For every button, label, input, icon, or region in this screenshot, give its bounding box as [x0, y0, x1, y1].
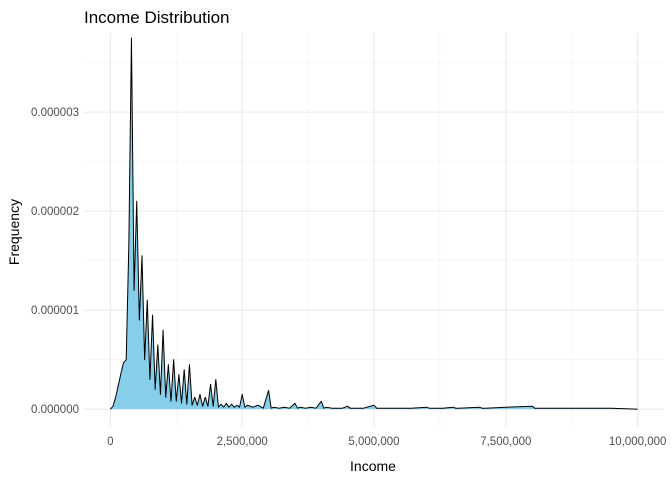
y-tick-label: 0.000002	[31, 206, 79, 218]
x-axis-ticks: 0 2,500,000 5,000,000 7,500,000 10,000,000	[107, 436, 666, 448]
x-tick-label: 5,000,000	[348, 436, 399, 448]
series	[109, 37, 638, 410]
density-area	[110, 37, 638, 410]
y-tick-label: 0.000001	[31, 305, 79, 317]
y-tick-label: 0.000000	[31, 404, 79, 416]
chart-title: Income Distribution	[84, 8, 230, 27]
y-tick-label: 0.000003	[31, 107, 79, 119]
y-axis-ticks: 0.000000 0.000001 0.000002 0.000003	[31, 107, 79, 416]
x-tick-label: 7,500,000	[480, 436, 531, 448]
grid	[84, 33, 664, 427]
x-tick-label: 0	[107, 436, 113, 448]
x-axis-title: Income	[350, 458, 396, 474]
y-axis-title: Frequency	[6, 199, 22, 265]
x-tick-label: 2,500,000	[217, 436, 268, 448]
density-line	[109, 37, 638, 410]
x-tick-label: 10,000,000	[609, 436, 667, 448]
